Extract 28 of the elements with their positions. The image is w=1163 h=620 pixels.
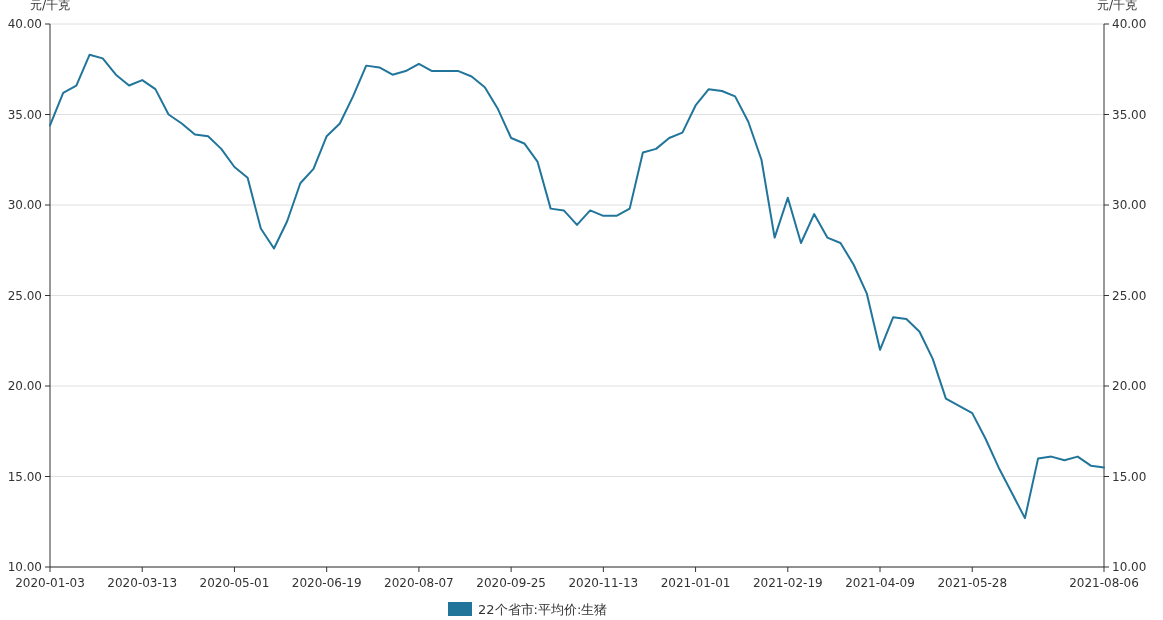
y2-tick-label: 30.00 [1112,198,1147,213]
x-tick-label: 2021-04-09 [845,575,915,590]
y-tick-label: 15.00 [7,469,42,484]
y-tick-label: 10.00 [7,560,42,575]
y2-tick-label: 40.00 [1112,17,1147,32]
x-tick-label: 2021-05-28 [937,575,1008,590]
x-tick-label: 2020-11-13 [568,575,639,590]
x-tick-label: 2020-06-19 [291,575,362,590]
y-tick-label: 25.00 [7,288,42,303]
y-tick-label: 40.00 [7,17,42,32]
y2-tick-label: 25.00 [1112,288,1147,303]
y2-tick-label: 15.00 [1112,469,1147,484]
x-tick-label: 2020-05-01 [199,575,270,590]
x-tick-label: 2020-08-07 [384,575,454,590]
y2-tick-label: 35.00 [1112,107,1147,122]
y-tick-label: 30.00 [7,198,42,213]
x-tick-label: 2020-01-03 [15,575,85,590]
x-tick-label: 2021-01-01 [660,575,731,590]
y-tick-label: 35.00 [7,107,42,122]
x-tick-label: 2020-03-13 [107,575,178,590]
y2-tick-label: 20.00 [1112,379,1147,394]
y-tick-label: 20.00 [7,379,42,394]
y2-tick-label: 10.00 [1112,560,1147,575]
legend-label: 22个省市:平均价:生猪 [478,601,608,617]
x-tick-label: 2021-02-19 [752,575,823,590]
x-tick-label: 2021-08-06 [1069,575,1139,590]
line-series [49,53,1105,520]
x-tick-label: 2020-09-25 [476,575,546,590]
